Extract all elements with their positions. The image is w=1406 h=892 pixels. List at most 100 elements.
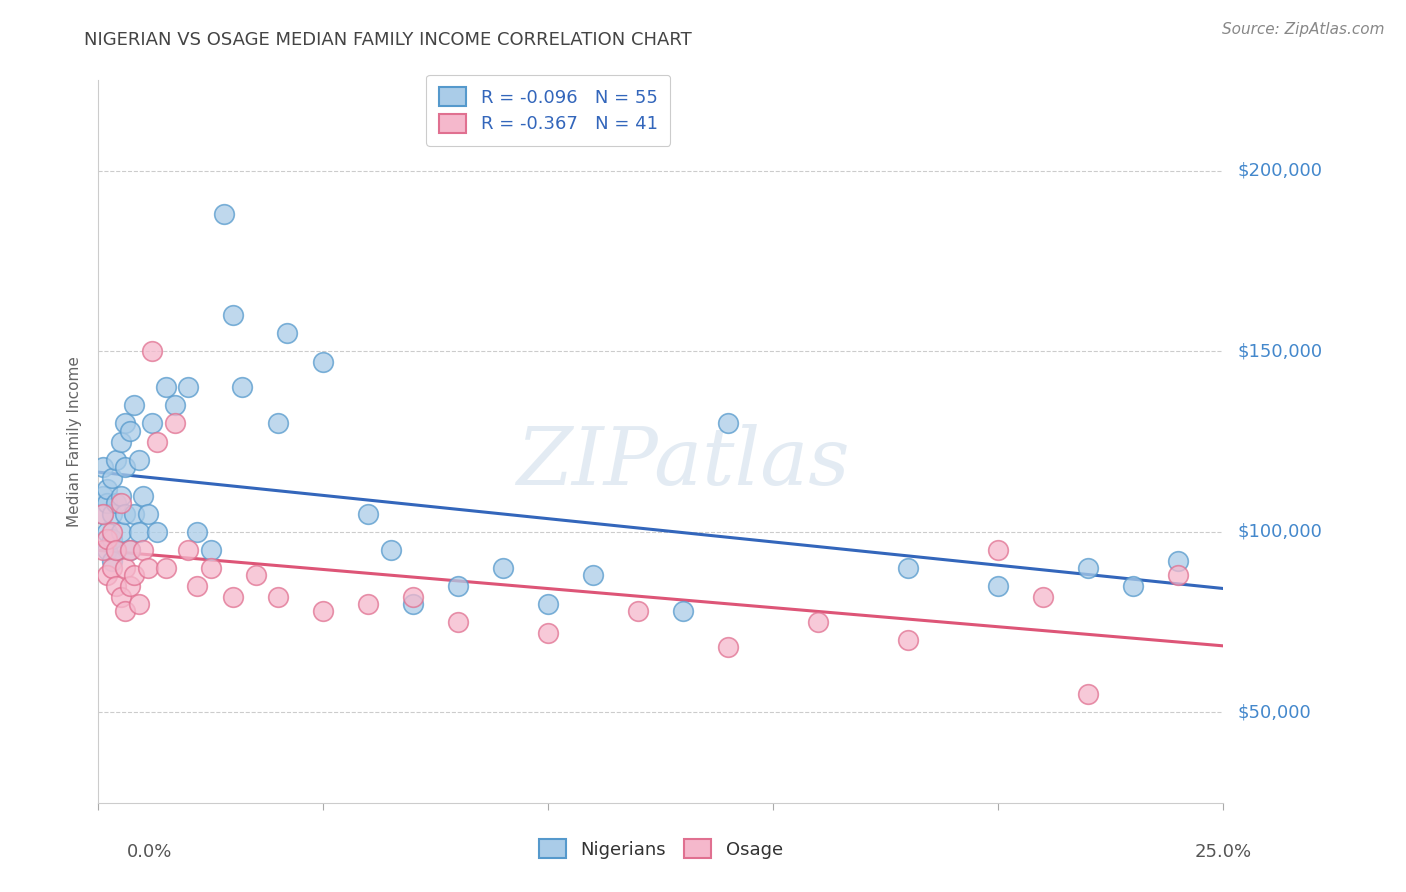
- Point: [897, 633, 920, 648]
- Point: [163, 417, 186, 431]
- Point: [132, 542, 155, 557]
- Point: [1032, 590, 1054, 604]
- Point: [807, 615, 830, 630]
- Point: [96, 482, 118, 496]
- Point: [357, 507, 380, 521]
- Point: [101, 524, 124, 539]
- Point: [96, 524, 118, 539]
- Point: [132, 489, 155, 503]
- Point: [105, 542, 128, 557]
- Point: [231, 380, 253, 394]
- Point: [141, 417, 163, 431]
- Point: [537, 626, 560, 640]
- Point: [222, 590, 245, 604]
- Text: 0.0%: 0.0%: [127, 843, 172, 861]
- Point: [110, 590, 132, 604]
- Point: [267, 590, 290, 604]
- Point: [110, 496, 132, 510]
- Point: [402, 590, 425, 604]
- Point: [105, 452, 128, 467]
- Point: [91, 507, 114, 521]
- Point: [91, 459, 114, 474]
- Point: [447, 615, 470, 630]
- Point: [128, 597, 150, 611]
- Point: [380, 542, 402, 557]
- Point: [105, 542, 128, 557]
- Point: [200, 561, 222, 575]
- Point: [1167, 554, 1189, 568]
- Point: [128, 524, 150, 539]
- Point: [1077, 687, 1099, 701]
- Point: [91, 542, 114, 557]
- Text: $100,000: $100,000: [1237, 523, 1322, 541]
- Point: [96, 568, 118, 582]
- Point: [114, 604, 136, 618]
- Point: [101, 554, 124, 568]
- Text: Source: ZipAtlas.com: Source: ZipAtlas.com: [1222, 22, 1385, 37]
- Point: [186, 579, 208, 593]
- Point: [1077, 561, 1099, 575]
- Point: [717, 417, 740, 431]
- Point: [163, 398, 186, 412]
- Point: [177, 380, 200, 394]
- Point: [101, 470, 124, 484]
- Point: [146, 524, 169, 539]
- Point: [141, 344, 163, 359]
- Point: [110, 434, 132, 449]
- Point: [124, 568, 146, 582]
- Point: [114, 561, 136, 575]
- Point: [110, 524, 132, 539]
- Point: [245, 568, 267, 582]
- Point: [91, 507, 114, 521]
- Point: [897, 561, 920, 575]
- Point: [537, 597, 560, 611]
- Point: [492, 561, 515, 575]
- Point: [267, 417, 290, 431]
- Point: [118, 542, 141, 557]
- Point: [186, 524, 208, 539]
- Point: [128, 452, 150, 467]
- Point: [1122, 579, 1144, 593]
- Point: [357, 597, 380, 611]
- Point: [312, 604, 335, 618]
- Point: [672, 604, 695, 618]
- Text: $200,000: $200,000: [1237, 161, 1322, 179]
- Point: [114, 459, 136, 474]
- Point: [118, 424, 141, 438]
- Point: [447, 579, 470, 593]
- Point: [136, 507, 159, 521]
- Point: [312, 355, 335, 369]
- Point: [402, 597, 425, 611]
- Point: [101, 532, 124, 546]
- Point: [987, 579, 1010, 593]
- Point: [627, 604, 650, 618]
- Point: [146, 434, 169, 449]
- Point: [105, 579, 128, 593]
- Y-axis label: Median Family Income: Median Family Income: [67, 356, 83, 527]
- Text: $150,000: $150,000: [1237, 343, 1322, 360]
- Point: [118, 542, 141, 557]
- Point: [200, 542, 222, 557]
- Text: 25.0%: 25.0%: [1194, 843, 1251, 861]
- Point: [114, 417, 136, 431]
- Legend: Nigerians, Osage: Nigerians, Osage: [531, 832, 790, 866]
- Text: ZIPatlas: ZIPatlas: [516, 425, 851, 502]
- Point: [124, 507, 146, 521]
- Point: [118, 579, 141, 593]
- Point: [105, 496, 128, 510]
- Text: NIGERIAN VS OSAGE MEDIAN FAMILY INCOME CORRELATION CHART: NIGERIAN VS OSAGE MEDIAN FAMILY INCOME C…: [84, 31, 692, 49]
- Point: [717, 640, 740, 655]
- Point: [155, 561, 177, 575]
- Point: [136, 561, 159, 575]
- Point: [987, 542, 1010, 557]
- Point: [222, 308, 245, 322]
- Point: [214, 207, 236, 221]
- Point: [155, 380, 177, 394]
- Point: [110, 489, 132, 503]
- Point: [91, 489, 114, 503]
- Point: [96, 542, 118, 557]
- Point: [124, 398, 146, 412]
- Point: [101, 561, 124, 575]
- Point: [96, 496, 118, 510]
- Point: [101, 507, 124, 521]
